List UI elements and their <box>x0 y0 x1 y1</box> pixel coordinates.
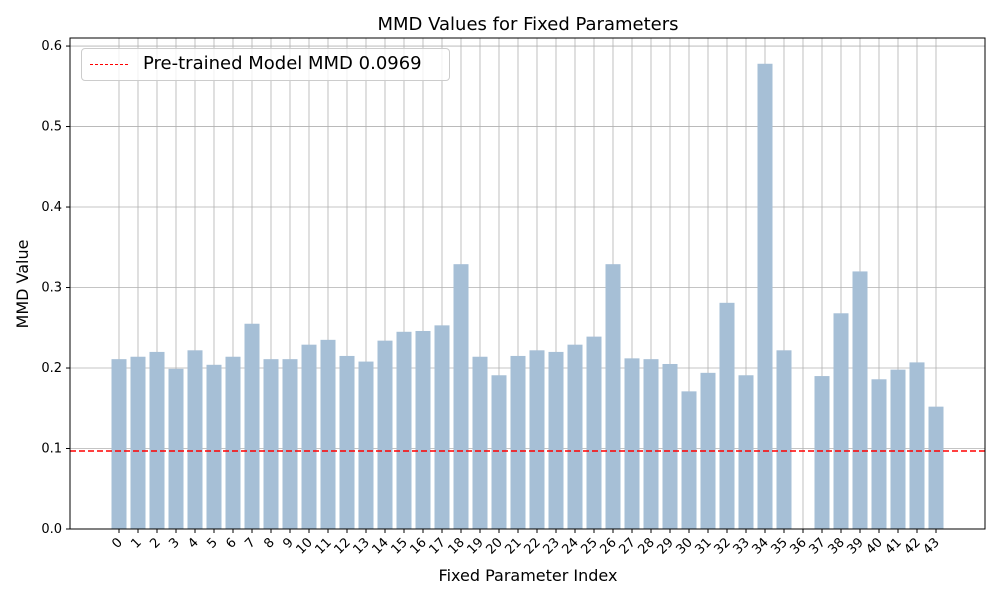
bar-10 <box>301 344 317 529</box>
y-tick-label: 0.5 <box>41 120 62 135</box>
bar-33 <box>738 375 754 529</box>
bar-23 <box>548 351 564 529</box>
y-axis-label: MMD Value <box>13 240 32 329</box>
bar-layer <box>111 63 944 529</box>
bar-11 <box>320 339 336 529</box>
bar-35 <box>776 350 792 529</box>
bar-14 <box>377 340 393 529</box>
x-axis: 0 1 2 3 4 5 6 7 8 9101112131415161718192021222324… <box>109 529 943 558</box>
y-tick-label: 0.3 <box>41 281 62 296</box>
y-tick-label: 0.6 <box>41 39 62 54</box>
bar-30 <box>681 391 697 529</box>
bar-5 <box>206 364 222 529</box>
bar-21 <box>510 355 526 529</box>
bar-24 <box>567 344 583 529</box>
bar-19 <box>472 356 488 529</box>
bar-13 <box>358 361 374 529</box>
x-axis-label: Fixed Parameter Index <box>439 566 618 585</box>
bar-43 <box>928 406 944 529</box>
x-tick-label: 6 <box>223 535 239 551</box>
x-tick-label: 7 <box>242 535 258 551</box>
bar-0 <box>111 359 127 529</box>
bar-26 <box>605 264 621 529</box>
y-tick-label: 0.4 <box>41 200 62 215</box>
bar-1 <box>130 356 146 529</box>
y-tick-label: 0.1 <box>41 442 62 457</box>
bar-2 <box>149 351 165 529</box>
bar-38 <box>833 313 849 529</box>
bar-20 <box>491 375 507 529</box>
bar-8 <box>263 359 279 529</box>
bar-22 <box>529 350 545 529</box>
bar-40 <box>871 379 887 529</box>
bar-27 <box>624 358 640 529</box>
bar-7 <box>244 323 260 529</box>
x-tick-label: 9 <box>280 535 296 551</box>
legend: Pre-trained Model MMD 0.0969 <box>81 48 450 81</box>
x-tick-label: 8 <box>261 535 277 551</box>
bar-6 <box>225 356 241 529</box>
x-tick-label: 1 <box>128 535 144 551</box>
bar-4 <box>187 350 203 529</box>
x-tick-label: 0 <box>109 535 125 551</box>
bar-34 <box>757 63 773 529</box>
bar-42 <box>909 362 925 529</box>
bar-9 <box>282 359 298 529</box>
bar-16 <box>415 330 431 529</box>
y-tick-label: 0.2 <box>41 361 62 376</box>
legend-reference-label: Pre-trained Model MMD 0.0969 <box>143 53 422 74</box>
y-axis: 0.0 0.1 0.2 0.3 0.4 0.5 0.6 <box>41 39 70 537</box>
bar-41 <box>890 369 906 529</box>
x-tick-label: 4 <box>185 535 201 551</box>
bar-32 <box>719 302 735 529</box>
bar-15 <box>396 331 412 529</box>
bar-25 <box>586 336 602 529</box>
bar-18 <box>453 264 469 529</box>
bar-28 <box>643 359 659 529</box>
x-tick-label: 2 <box>147 535 163 551</box>
plot-frame <box>69 37 986 530</box>
chart-title: MMD Values for Fixed Parameters <box>377 14 678 35</box>
bar-12 <box>339 355 355 529</box>
x-tick-label: 43 <box>921 535 943 557</box>
bar-17 <box>434 325 450 529</box>
bar-37 <box>814 376 830 529</box>
bar-3 <box>168 368 184 529</box>
bar-39 <box>852 271 868 529</box>
legend-reference-swatch <box>90 64 128 65</box>
x-tick-label: 3 <box>166 535 182 551</box>
bar-29 <box>662 363 678 529</box>
y-tick-label: 0.0 <box>41 522 62 537</box>
x-tick-label: 5 <box>204 535 220 551</box>
bar-31 <box>700 372 716 529</box>
